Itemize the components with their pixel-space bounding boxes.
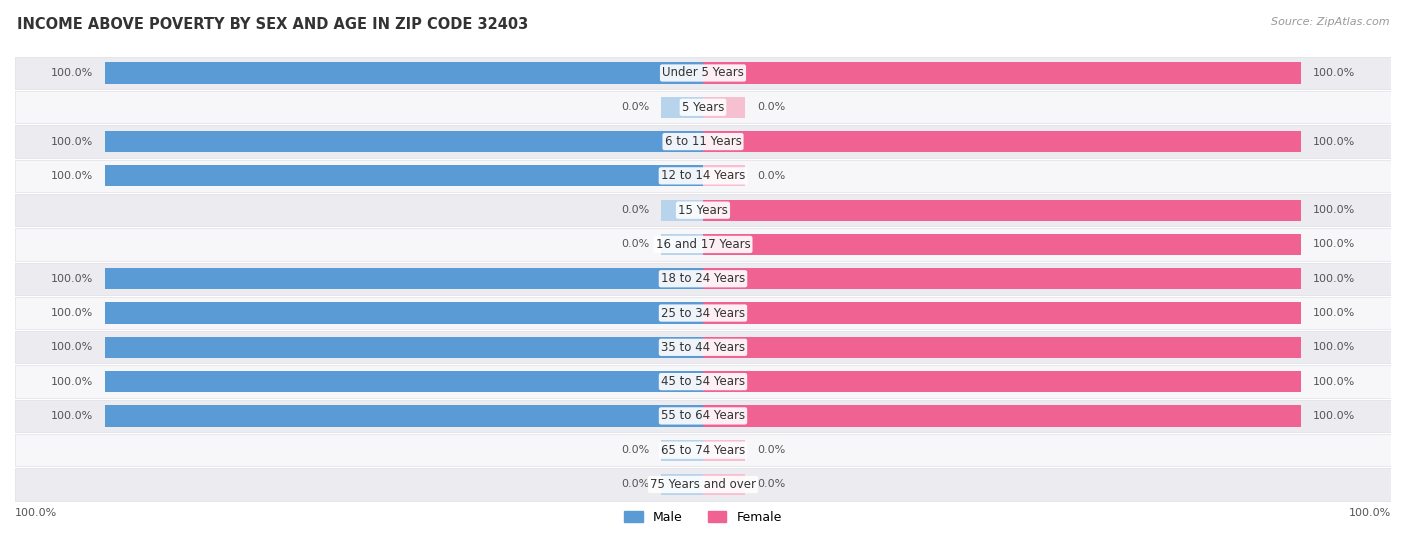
Text: 55 to 64 Years: 55 to 64 Years <box>661 409 745 423</box>
Bar <box>15 91 1391 124</box>
Bar <box>703 63 1302 84</box>
Text: 100.0%: 100.0% <box>1313 68 1355 78</box>
Bar <box>15 194 1391 226</box>
Bar <box>104 63 703 84</box>
Bar <box>703 234 1302 255</box>
Text: 100.0%: 100.0% <box>51 411 93 421</box>
Text: 100.0%: 100.0% <box>1313 205 1355 215</box>
Bar <box>15 263 1391 295</box>
Bar <box>703 131 1302 152</box>
Text: 6 to 11 Years: 6 to 11 Years <box>665 135 741 148</box>
Text: INCOME ABOVE POVERTY BY SEX AND AGE IN ZIP CODE 32403: INCOME ABOVE POVERTY BY SEX AND AGE IN Z… <box>17 17 529 32</box>
Bar <box>703 337 1302 358</box>
Bar <box>661 234 703 255</box>
Bar <box>661 200 703 221</box>
Text: 100.0%: 100.0% <box>1313 136 1355 146</box>
Bar <box>703 97 745 118</box>
Bar <box>104 405 703 427</box>
Text: 100.0%: 100.0% <box>51 377 93 387</box>
Text: 100.0%: 100.0% <box>1313 239 1355 249</box>
Text: 35 to 44 Years: 35 to 44 Years <box>661 341 745 354</box>
Text: 0.0%: 0.0% <box>621 102 650 112</box>
Bar <box>703 268 1302 290</box>
Bar <box>15 297 1391 329</box>
Text: 12 to 14 Years: 12 to 14 Years <box>661 169 745 182</box>
Bar <box>703 439 745 461</box>
Text: 16 and 17 Years: 16 and 17 Years <box>655 238 751 251</box>
Text: 100.0%: 100.0% <box>1348 508 1391 518</box>
Text: Source: ZipAtlas.com: Source: ZipAtlas.com <box>1271 17 1389 27</box>
Text: 100.0%: 100.0% <box>1313 342 1355 352</box>
Text: 0.0%: 0.0% <box>756 445 785 455</box>
Bar <box>104 268 703 290</box>
Bar <box>104 371 703 392</box>
Bar <box>104 302 703 324</box>
Text: 100.0%: 100.0% <box>51 136 93 146</box>
Bar <box>703 371 1302 392</box>
Bar <box>703 200 1302 221</box>
Text: 100.0%: 100.0% <box>1313 411 1355 421</box>
Bar <box>104 131 703 152</box>
Bar <box>104 165 703 187</box>
Bar <box>703 165 745 187</box>
Bar <box>661 474 703 495</box>
Text: 0.0%: 0.0% <box>756 102 785 112</box>
Bar <box>703 474 745 495</box>
Text: 45 to 54 Years: 45 to 54 Years <box>661 375 745 388</box>
Bar <box>15 331 1391 363</box>
Text: 100.0%: 100.0% <box>51 171 93 181</box>
Bar <box>703 405 1302 427</box>
Text: 0.0%: 0.0% <box>621 480 650 490</box>
Text: 100.0%: 100.0% <box>51 342 93 352</box>
Text: 0.0%: 0.0% <box>621 239 650 249</box>
Bar <box>15 125 1391 158</box>
Bar <box>15 366 1391 398</box>
Text: 65 to 74 Years: 65 to 74 Years <box>661 444 745 457</box>
Text: 18 to 24 Years: 18 to 24 Years <box>661 272 745 285</box>
Text: 5 Years: 5 Years <box>682 101 724 114</box>
Text: 100.0%: 100.0% <box>51 68 93 78</box>
Text: 100.0%: 100.0% <box>1313 377 1355 387</box>
Bar <box>703 302 1302 324</box>
Bar <box>15 400 1391 432</box>
Bar <box>15 468 1391 501</box>
Bar <box>15 57 1391 89</box>
Text: Under 5 Years: Under 5 Years <box>662 67 744 79</box>
Text: 0.0%: 0.0% <box>621 445 650 455</box>
Text: 15 Years: 15 Years <box>678 203 728 217</box>
Text: 100.0%: 100.0% <box>51 308 93 318</box>
Text: 100.0%: 100.0% <box>51 274 93 284</box>
Text: 0.0%: 0.0% <box>756 171 785 181</box>
Bar <box>15 434 1391 466</box>
Text: 25 to 34 Years: 25 to 34 Years <box>661 306 745 320</box>
Text: 75 Years and over: 75 Years and over <box>650 478 756 491</box>
Text: 0.0%: 0.0% <box>621 205 650 215</box>
Bar <box>661 439 703 461</box>
Text: 0.0%: 0.0% <box>756 480 785 490</box>
Bar <box>104 337 703 358</box>
Bar <box>661 97 703 118</box>
Text: 100.0%: 100.0% <box>1313 308 1355 318</box>
Text: 100.0%: 100.0% <box>1313 274 1355 284</box>
Legend: Male, Female: Male, Female <box>619 505 787 529</box>
Text: 100.0%: 100.0% <box>15 508 58 518</box>
Bar <box>15 228 1391 260</box>
Bar <box>15 160 1391 192</box>
